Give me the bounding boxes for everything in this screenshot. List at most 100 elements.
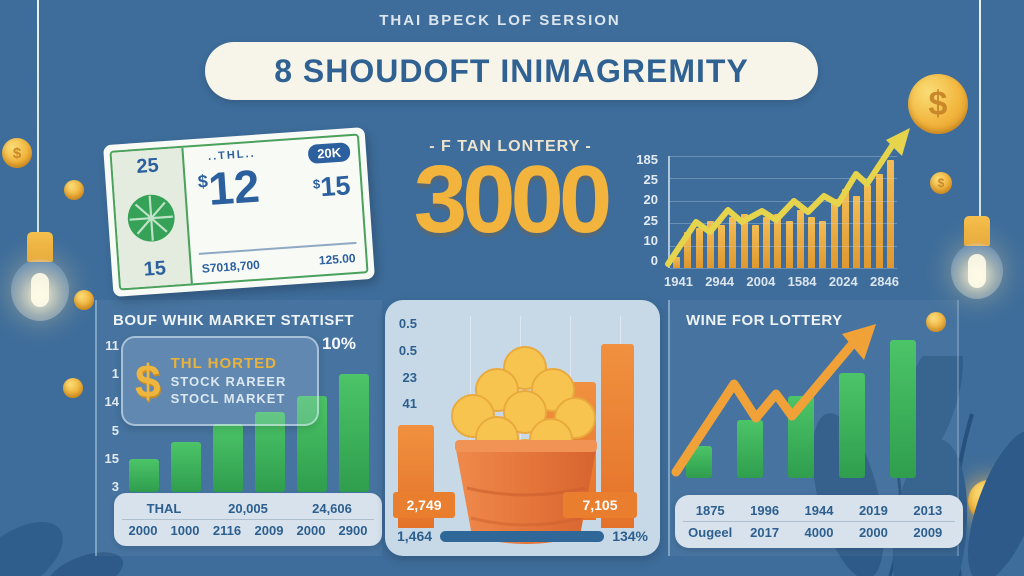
tick-label: 1584 <box>787 274 817 289</box>
bl-ytick-labels: 11 1 14 5 15 3 <box>99 338 119 494</box>
bucket-of-coins-illustration <box>451 346 597 544</box>
panel-wine-for-lottery: WINE FOR LOTTERY 1875 1996 1944 2019 2013 Oug… <box>668 300 963 556</box>
bar <box>808 217 815 268</box>
coin-icon: $ <box>930 172 952 194</box>
panel-prize-pool: 0.50.523410 2,749 7,105 1,464 <box>385 300 660 556</box>
bulb-cap <box>964 216 990 246</box>
lightbulb-icon <box>951 216 1003 299</box>
ticket-footer: S7018,700 125.00 <box>201 251 356 276</box>
page-kicker: THAI BPECK LOF SERSION <box>379 12 621 29</box>
badge-line: STOCL MARKET <box>170 390 286 406</box>
tick-label: 2846 <box>870 274 899 289</box>
progress-bar <box>440 530 605 542</box>
coin-icon <box>74 290 94 310</box>
tick-label: 10 <box>643 232 658 248</box>
tick-label: 15 <box>104 450 119 466</box>
bar <box>171 442 201 492</box>
bar <box>841 188 849 268</box>
tick-label: 2024 <box>828 274 858 289</box>
bar <box>740 213 748 268</box>
bar <box>819 221 827 268</box>
stub-number-top: 25 <box>135 154 160 179</box>
bar <box>853 195 860 268</box>
ticket-inner: 25 15 ..THL.. $12 20K $15 <box>109 133 369 291</box>
tick-label: 25 <box>643 172 658 188</box>
bulb-filament <box>31 273 49 307</box>
tick-label: 3 <box>111 478 119 494</box>
table-cell: 2017 <box>750 525 780 540</box>
ticket-secondary-number: $15 <box>312 170 351 204</box>
br-bars <box>686 333 916 478</box>
bl-bars <box>129 362 369 492</box>
lottery-ticket: 25 15 ..THL.. $12 20K $15 <box>103 127 375 297</box>
table-row: 2000 1000 2116 2009 2000 2900 <box>122 520 374 541</box>
tr-ytick-labels: 185 25 20 25 10 0 <box>628 152 658 268</box>
dollar-glyph: $ <box>928 84 948 123</box>
bulb-globe <box>951 243 1003 299</box>
hanging-string <box>37 0 39 236</box>
dollar-icon: $ <box>135 355 161 407</box>
coin-icon <box>64 180 84 200</box>
table-cell: Ougeel <box>688 525 733 540</box>
table-cell: 2116 <box>212 523 242 538</box>
main-number: 12 <box>206 159 262 216</box>
tick-label: 2004 <box>746 274 776 289</box>
tick-label: 185 <box>636 152 658 167</box>
ticket-badge: 20K <box>307 142 351 165</box>
title-banner: 8 SHOUDOFT INIMAGREMITY <box>205 42 818 100</box>
trend-arrow-icon <box>671 324 876 477</box>
stock-market-badge: $ THL HORTED STOCK RAREER STOCL MARKET <box>121 336 319 426</box>
gridline <box>670 178 897 180</box>
dollar-glyph: $ <box>937 176 945 190</box>
badge-line: STOCK RAREER <box>170 373 287 389</box>
panel-footer: 1,464 134% <box>397 528 648 544</box>
footer-left-value: 1,464 <box>397 528 433 544</box>
bar <box>213 424 243 492</box>
tr-plot <box>668 156 897 269</box>
trend-arrow-icon <box>665 128 910 267</box>
table-cell: 2000 <box>128 523 158 538</box>
secondary-number: 15 <box>319 170 352 203</box>
table-cell: 2013 <box>913 503 943 518</box>
bm-ytick-labels: 0.50.523410 <box>389 316 417 438</box>
gridline <box>670 223 897 225</box>
leaf-decoration <box>0 521 124 576</box>
gridline <box>670 245 897 247</box>
table-cell: 4000 <box>804 525 834 540</box>
gridline <box>670 156 897 157</box>
hanging-string <box>979 0 981 222</box>
table-row: Ougeel 2017 4000 2000 2009 <box>683 522 955 543</box>
jackpot-label: - F TAN LONTERY - <box>429 138 592 155</box>
tick-label: 0 <box>650 252 658 268</box>
tick-label: 41 <box>402 396 417 412</box>
bar <box>830 199 838 268</box>
bar <box>875 174 883 268</box>
bar <box>737 420 763 478</box>
gridline <box>670 200 897 202</box>
bulb-globe <box>11 259 69 321</box>
badge-line: THL HORTED <box>170 355 277 373</box>
table-cell: 1996 <box>750 503 780 518</box>
table-cell: 2000 <box>296 523 326 538</box>
table-cell: 2900 <box>338 523 368 538</box>
tick-label: 25 <box>643 212 658 228</box>
bar <box>839 373 865 478</box>
panel-market-stats: BOUF WHIK MARKET STATISFT 11 1 14 5 15 3 $ TH… <box>95 300 382 556</box>
tick-label: 1 <box>111 366 119 382</box>
bar-value-label: 2,749 <box>393 492 455 518</box>
stats-table: THAL 20,005 24,606 2000 1000 2116 2009 2000 2900 <box>114 493 382 546</box>
panel-title: BOUF WHIK MARKET STATISFT <box>113 312 355 329</box>
table-cell: 24,606 <box>312 501 352 516</box>
bar <box>673 257 680 268</box>
table-cell: 1875 <box>695 503 725 518</box>
tick-label: 0.5 <box>398 316 417 331</box>
bar <box>864 184 872 268</box>
table-cell: 1000 <box>170 523 200 538</box>
ticket-stub: 25 15 <box>111 147 193 289</box>
ticket-main: ..THL.. $12 20K $15 S7018,700 125.00 <box>183 136 366 284</box>
tick-label: 1941 <box>664 274 693 289</box>
lottery-table: 1875 1996 1944 2019 2013 Ougeel 2017 4000 2000 20… <box>675 495 963 548</box>
bulb-cap <box>27 232 53 262</box>
bar <box>729 217 737 268</box>
